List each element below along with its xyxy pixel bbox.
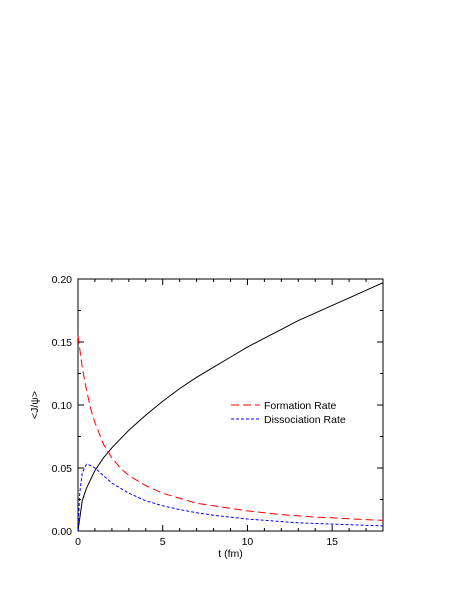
legend-label-formation-rate: Formation Rate (264, 400, 337, 412)
x-tick-label: 10 (242, 536, 254, 548)
series-line-total (77, 282, 384, 532)
legend-label-dissociation-rate: Dissociation Rate (264, 414, 346, 426)
axis-ticks (77, 278, 384, 532)
y-tick-label: 0.10 (52, 400, 73, 412)
y-tick-label: 0.15 (52, 337, 73, 349)
y-tick-label: 0.05 (52, 463, 73, 475)
x-tick-label: 5 (160, 536, 166, 548)
x-tick-label: 0 (75, 536, 81, 548)
legend: Formation Rate Dissociation Rate (231, 400, 346, 426)
y-tick-label: 0.00 (52, 526, 73, 538)
series-lines (77, 282, 384, 532)
y-axis-label: <J/ψ> (29, 391, 41, 419)
x-axis-label: t (fm) (218, 548, 243, 560)
y-tick-label: 0.20 (52, 274, 73, 286)
series-line-dissociation-rate (77, 463, 384, 532)
tick-labels: 0 5 10 15 0.00 0.05 0.10 0.15 0.20 (52, 274, 339, 548)
series-line-formation-rate (77, 335, 384, 521)
x-tick-label: 15 (326, 536, 338, 548)
plot-frame (77, 278, 384, 532)
